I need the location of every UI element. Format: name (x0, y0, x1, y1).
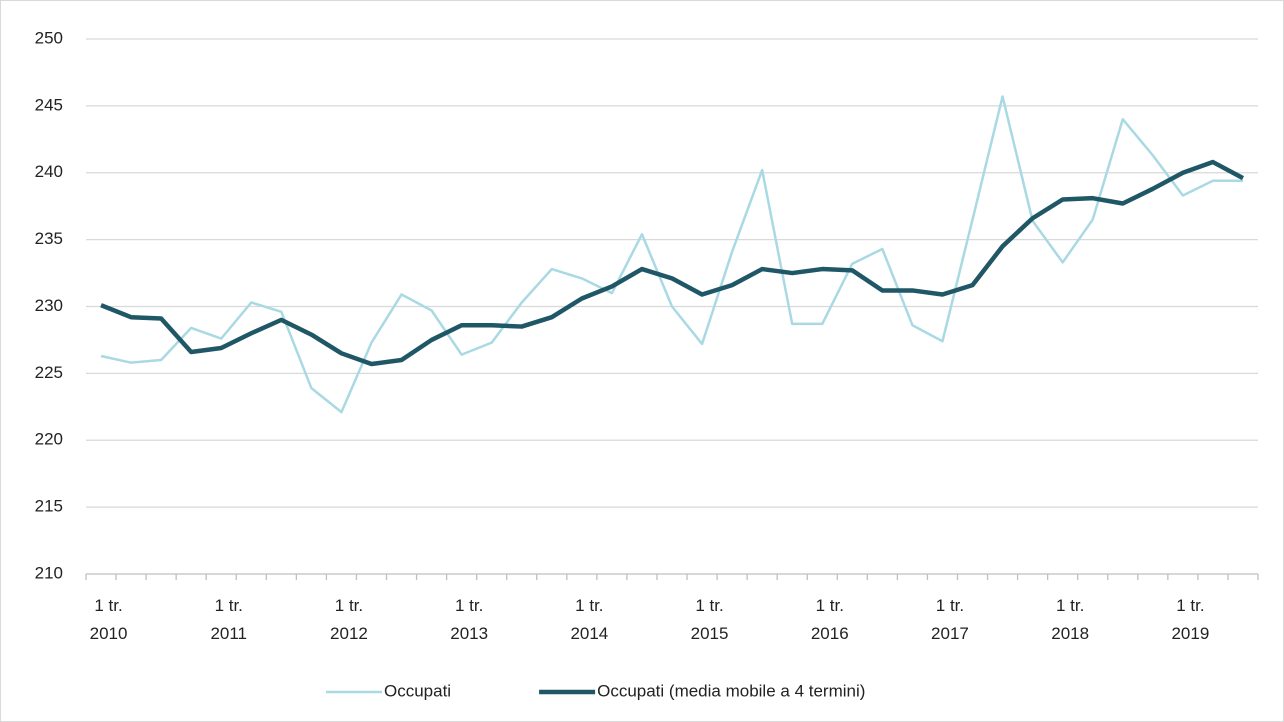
x-tick-label: 1 tr. 2011 (210, 596, 247, 643)
x-tick-label-line: 1 tr. (1056, 596, 1084, 615)
y-tick-label: 220 (35, 430, 63, 449)
x-tick-label-line: 2019 (1171, 624, 1209, 643)
y-tick-label: 225 (35, 363, 63, 382)
x-tick-label-line: 1 tr. (215, 596, 243, 615)
y-tick-label: 210 (35, 563, 63, 582)
x-tick-label-line: 2014 (570, 624, 608, 643)
x-tick-label-line: 1 tr. (1176, 596, 1204, 615)
x-tick-label: 1 tr. 2013 (450, 596, 488, 643)
y-tick-label: 230 (35, 296, 63, 315)
x-tick-label: 1 tr. 2019 (1171, 596, 1209, 643)
y-tick-label: 215 (35, 497, 63, 516)
x-tick-label-line: 2013 (450, 624, 488, 643)
x-tick-label-line: 1 tr. (94, 596, 122, 615)
x-tick-label-line: 2017 (931, 624, 969, 643)
legend-label: Occupati (384, 681, 451, 700)
x-tick-label: 1 tr. 2014 (570, 596, 608, 643)
x-tick-label-line: 1 tr. (936, 596, 964, 615)
x-tick-label-line: 2011 (210, 624, 247, 643)
x-tick-label: 1 tr. 2012 (330, 596, 368, 643)
x-tick-label-line: 1 tr. (335, 596, 363, 615)
x-tick-label-line: 2010 (90, 624, 128, 643)
x-tick-label: 1 tr. 2017 (931, 596, 969, 643)
x-tick-label: 1 tr. 2010 (90, 596, 128, 643)
y-tick-label: 240 (35, 162, 63, 181)
x-tick-label-line: 2018 (1051, 624, 1089, 643)
x-tick-label-line: 1 tr. (816, 596, 844, 615)
y-tick-label: 250 (35, 28, 63, 47)
x-tick-label-line: 1 tr. (575, 596, 603, 615)
x-tick-label-line: 1 tr. (695, 596, 723, 615)
series-line (100, 95, 1243, 414)
x-tick-label-line: 1 tr. (455, 596, 483, 615)
x-tick-label-line: 2016 (811, 624, 849, 643)
series-line (100, 159, 1245, 367)
y-tick-label: 235 (35, 229, 63, 248)
y-tick-label: 245 (35, 95, 63, 114)
x-tick-label-line: 2012 (330, 624, 368, 643)
x-tick-label-line: 2015 (691, 624, 729, 643)
x-tick-label: 1 tr. 2018 (1051, 596, 1089, 643)
x-tick-label: 1 tr. 2016 (811, 596, 849, 643)
x-tick-label: 1 tr. 2015 (691, 596, 729, 643)
legend-label: Occupati (media mobile a 4 termini) (597, 681, 865, 700)
